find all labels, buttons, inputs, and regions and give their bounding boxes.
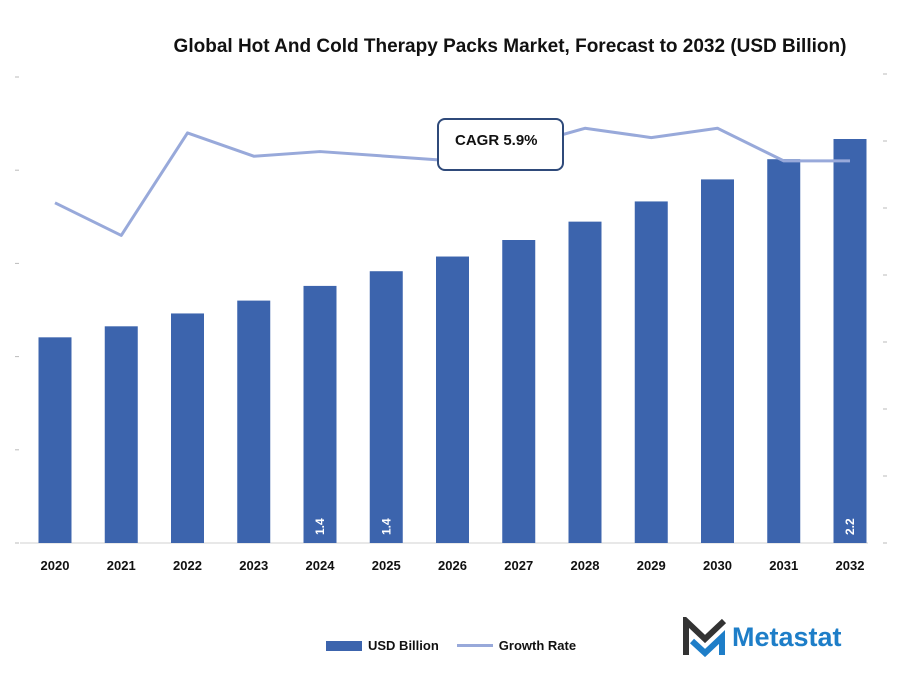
bar-2023: [237, 300, 271, 543]
bar-2030: [701, 179, 734, 543]
x-tick-label-2028: 2028: [571, 558, 600, 573]
data-label-2025: 1.4: [379, 518, 393, 535]
bar-2021: [104, 326, 138, 543]
legend: USD Billion Growth Rate: [326, 638, 576, 653]
x-tick-label-2032: 2032: [836, 558, 865, 573]
x-tick-label-2026: 2026: [438, 558, 467, 573]
bar-2026: [436, 256, 469, 543]
data-label-2024: 1.4: [313, 518, 327, 535]
metastat-logo: Metastat: [682, 617, 842, 657]
x-tick-label-2024: 2024: [306, 558, 336, 573]
x-tick-label-2020: 2020: [41, 558, 70, 573]
legend-label-usd: USD Billion: [368, 638, 439, 653]
bar-2022: [171, 313, 204, 543]
x-tick-label-2027: 2027: [504, 558, 533, 573]
legend-swatch-line: [456, 644, 493, 647]
bar-2032: [833, 139, 867, 543]
x-tick-label-2021: 2021: [107, 558, 136, 573]
cagr-annotation: CAGR 5.9%: [437, 118, 564, 171]
x-tick-label-2031: 2031: [769, 558, 798, 573]
data-label-2032: 2.2: [843, 518, 857, 535]
x-tick-label-2030: 2030: [703, 558, 732, 573]
bar-2031: [767, 159, 801, 543]
x-tick-label-2022: 2022: [173, 558, 202, 573]
bar-2024: [303, 285, 337, 543]
chart-title: Global Hot And Cold Therapy Packs Market…: [173, 36, 847, 57]
x-tick-label-2025: 2025: [372, 558, 401, 573]
bar-2028: [568, 221, 602, 544]
bar-2029: [634, 201, 668, 543]
brand-name: Metastat: [732, 621, 842, 652]
bar-2025: [369, 271, 403, 543]
x-tick-label-2023: 2023: [239, 558, 268, 573]
legend-label-growth: Growth Rate: [498, 638, 577, 653]
legend-swatch-bar: [326, 640, 362, 651]
bar-2027: [502, 240, 536, 543]
bar-2020: [38, 337, 72, 543]
x-tick-label-2029: 2029: [637, 558, 666, 573]
metastat-m-icon: [683, 617, 727, 657]
